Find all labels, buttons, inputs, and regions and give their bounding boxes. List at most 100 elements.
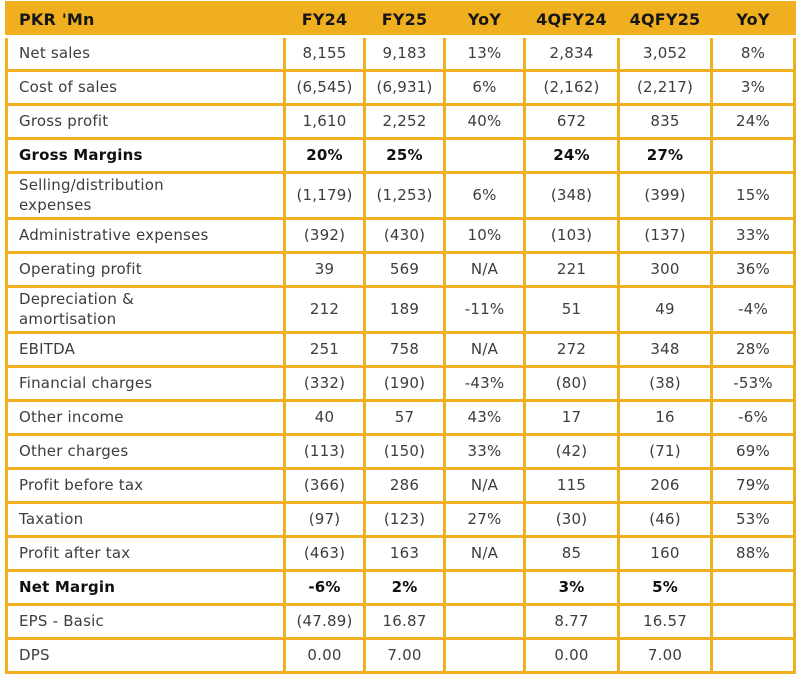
table-row: Profit after tax (463) 163 N/A 85 160 88% [5, 535, 796, 572]
table-row: Other charges (113) (150) 33% (42) (71) 69% [5, 433, 796, 470]
cell-value: (1,179) [283, 171, 366, 220]
row-label: Other charges [5, 433, 286, 470]
cell-value: 27% [617, 137, 713, 174]
cell-value: 6% [443, 171, 526, 220]
cell-value [710, 603, 796, 640]
cell-value: N/A [443, 251, 526, 288]
table-row: EBITDA 251 758 N/A 272 348 28% [5, 331, 796, 368]
cell-value: -11% [443, 285, 526, 334]
cell-value: 2,834 [523, 35, 620, 72]
cell-value: (6,931) [363, 69, 446, 106]
row-label: Gross Margins [5, 137, 286, 174]
row-label: Net Margin [5, 569, 286, 606]
row-label: Cost of sales [5, 69, 286, 106]
cell-value: 25% [363, 137, 446, 174]
cell-value [443, 569, 526, 606]
cell-value: 51 [523, 285, 620, 334]
cell-value: 8,155 [283, 35, 366, 72]
table-row: DPS 0.00 7.00 0.00 7.00 [5, 637, 796, 674]
cell-value: 160 [617, 535, 713, 572]
cell-value [710, 637, 796, 674]
cell-value: -43% [443, 365, 526, 402]
table-body: Net sales 8,155 9,183 13% 2,834 3,052 8% Cost o… [5, 35, 796, 674]
cell-value: 36% [710, 251, 796, 288]
cell-value: -6% [710, 399, 796, 436]
cell-value: 7.00 [617, 637, 713, 674]
table-row: Net sales 8,155 9,183 13% 2,834 3,052 8% [5, 35, 796, 72]
cell-value: 49 [617, 285, 713, 334]
table-row: Gross profit 1,610 2,252 40% 672 835 24% [5, 103, 796, 140]
cell-value: 88% [710, 535, 796, 572]
cell-value: (123) [363, 501, 446, 538]
cell-value: (150) [363, 433, 446, 470]
cell-value: 272 [523, 331, 620, 368]
cell-value: 3,052 [617, 35, 713, 72]
cell-value: (71) [617, 433, 713, 470]
cell-value: (1,253) [363, 171, 446, 220]
cell-value: 24% [523, 137, 620, 174]
cell-value: 16.57 [617, 603, 713, 640]
cell-value: 569 [363, 251, 446, 288]
cell-value: 672 [523, 103, 620, 140]
cell-value [443, 603, 526, 640]
cell-value: 286 [363, 467, 446, 504]
cell-value: 69% [710, 433, 796, 470]
cell-value: 79% [710, 467, 796, 504]
cell-value: (137) [617, 217, 713, 254]
cell-value: (399) [617, 171, 713, 220]
cell-value: 0.00 [523, 637, 620, 674]
cell-value: 221 [523, 251, 620, 288]
row-label: Taxation [5, 501, 286, 538]
table-row: EPS - Basic (47.89) 16.87 8.77 16.57 [5, 603, 796, 640]
cell-value: (348) [523, 171, 620, 220]
table-row: Net Margin -6% 2% 3% 5% [5, 569, 796, 606]
table-row: Depreciation & amortisation 212 189 -11% 51 4… [5, 285, 796, 334]
row-label: Financial charges [5, 365, 286, 402]
cell-value: (332) [283, 365, 366, 402]
column-header: 4QFY24 [523, 1, 620, 38]
cell-value: 16.87 [363, 603, 446, 640]
cell-value: -53% [710, 365, 796, 402]
cell-value: 17 [523, 399, 620, 436]
table-row: Gross Margins 20% 25% 24% 27% [5, 137, 796, 174]
table-row: Administrative expenses (392) (430) 10% (103… [5, 217, 796, 254]
cell-value: (103) [523, 217, 620, 254]
cell-value: 28% [710, 331, 796, 368]
cell-value: 85 [523, 535, 620, 572]
column-header: FY25 [363, 1, 446, 38]
cell-value: 163 [363, 535, 446, 572]
cell-value: 251 [283, 331, 366, 368]
table-row: Taxation (97) (123) 27% (30) (46) 53% [5, 501, 796, 538]
table-row: Selling/distribution expenses (1,179) (1,2… [5, 171, 796, 220]
row-label: Selling/distribution expenses [5, 171, 286, 220]
cell-value: (30) [523, 501, 620, 538]
header-row: PKR 'Mn FY24 FY25 YoY 4QFY24 4QFY25 YoY [5, 1, 796, 38]
cell-value: 212 [283, 285, 366, 334]
cell-value: 7.00 [363, 637, 446, 674]
table-title-header: PKR 'Mn [5, 1, 286, 38]
cell-value: 189 [363, 285, 446, 334]
cell-value: 5% [617, 569, 713, 606]
cell-value: 835 [617, 103, 713, 140]
row-label: Administrative expenses [5, 217, 286, 254]
cell-value [710, 137, 796, 174]
row-label: Gross profit [5, 103, 286, 140]
row-label: Net sales [5, 35, 286, 72]
cell-value: 3% [523, 569, 620, 606]
cell-value: 40 [283, 399, 366, 436]
table-row: Other income 40 57 43% 17 16 -6% [5, 399, 796, 436]
column-header: FY24 [283, 1, 366, 38]
cell-value: 206 [617, 467, 713, 504]
column-header: 4QFY25 [617, 1, 713, 38]
cell-value: 20% [283, 137, 366, 174]
cell-value: N/A [443, 331, 526, 368]
cell-value: (42) [523, 433, 620, 470]
cell-value: (463) [283, 535, 366, 572]
cell-value: (366) [283, 467, 366, 504]
cell-value: 33% [710, 217, 796, 254]
cell-value: 115 [523, 467, 620, 504]
cell-value: 8% [710, 35, 796, 72]
cell-value: 24% [710, 103, 796, 140]
cell-value: 300 [617, 251, 713, 288]
